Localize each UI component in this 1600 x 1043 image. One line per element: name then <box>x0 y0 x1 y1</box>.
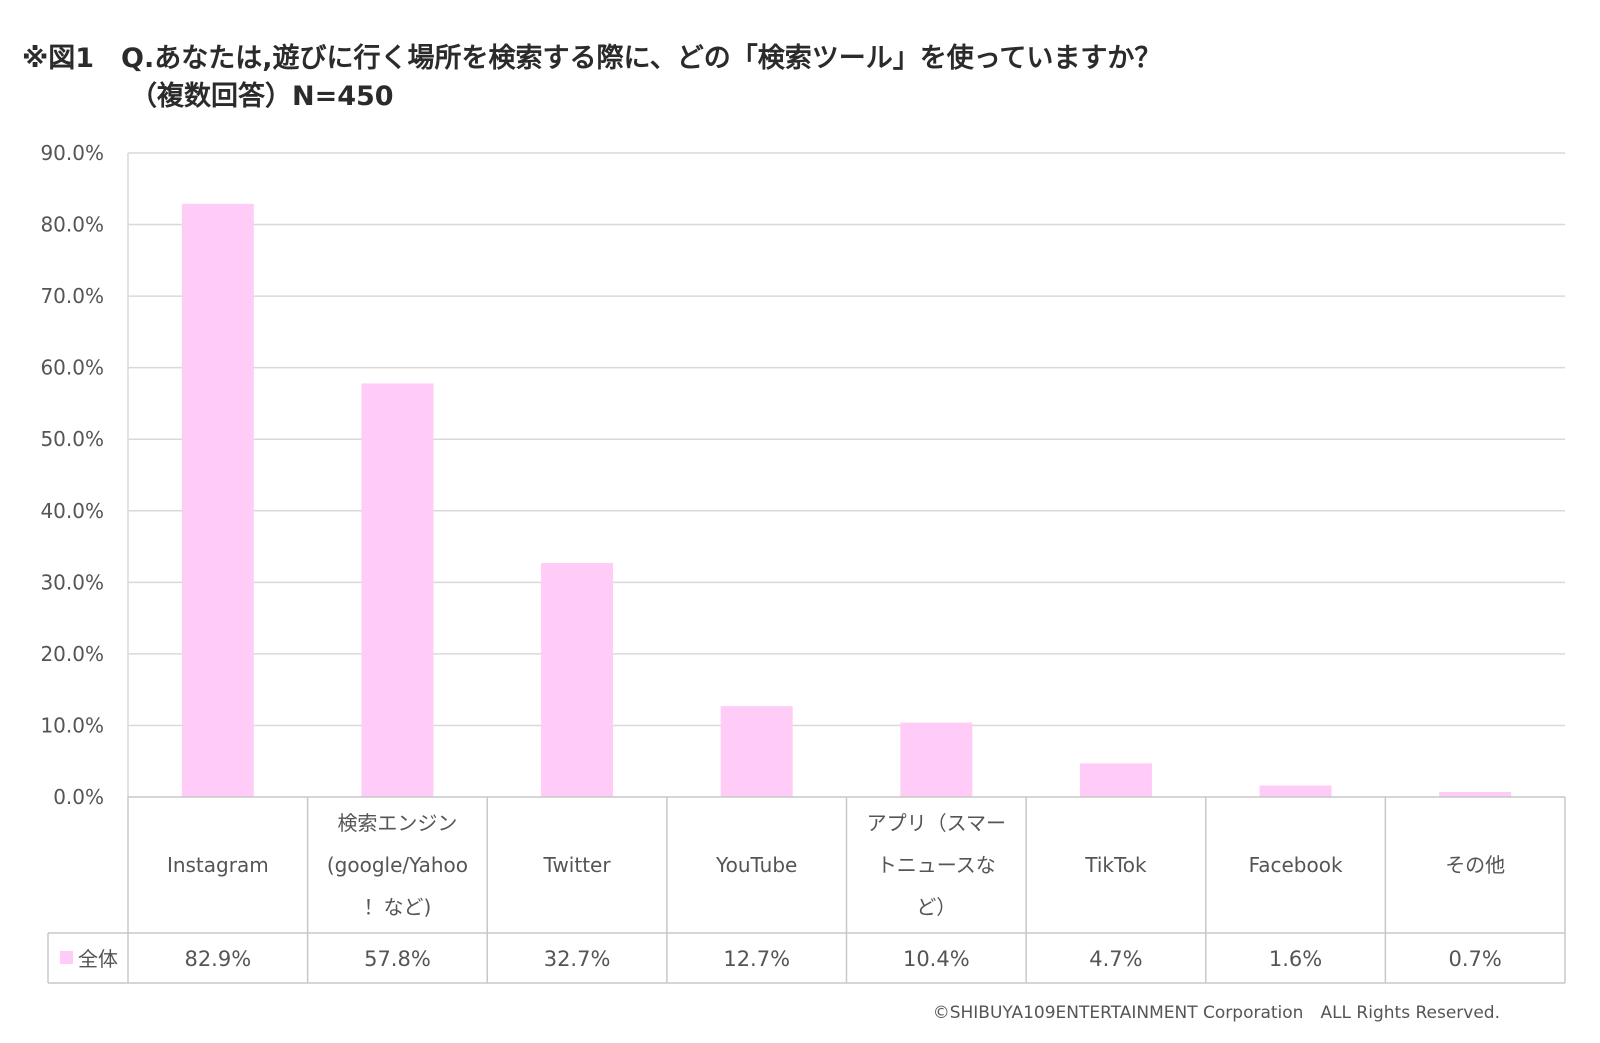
category-label: Facebook <box>1249 853 1343 877</box>
category-label: Twitter <box>543 853 612 877</box>
bar <box>900 722 973 797</box>
chart-title-line2: （複数回答）N=450 <box>130 81 394 112</box>
bar <box>181 203 254 797</box>
y-tick-label: 60.0% <box>40 356 104 380</box>
category-label: ど） <box>916 895 956 919</box>
bar <box>1439 791 1512 797</box>
category-label: YouTube <box>715 853 797 877</box>
category-label: (google/Yahoo <box>327 853 468 877</box>
bar <box>1259 785 1332 797</box>
bar <box>361 383 434 797</box>
y-tick-label: 40.0% <box>40 499 104 523</box>
category-label: その他 <box>1445 853 1505 877</box>
data-value-label: 4.7% <box>1089 947 1142 971</box>
category-label: TikTok <box>1084 853 1147 877</box>
data-value-label: 82.9% <box>184 947 251 971</box>
y-tick-label: 70.0% <box>40 284 104 308</box>
data-value-label: 10.4% <box>903 947 970 971</box>
y-tick-label: 90.0% <box>40 141 104 165</box>
bar <box>720 706 793 797</box>
y-tick-label: 80.0% <box>40 213 104 237</box>
data-value-label: 12.7% <box>723 947 790 971</box>
y-tick-label: 0.0% <box>53 785 104 809</box>
category-label: アプリ（スマー <box>867 811 1006 835</box>
data-value-label: 0.7% <box>1449 947 1502 971</box>
y-tick-label: 20.0% <box>40 642 104 666</box>
bar <box>541 563 614 797</box>
y-tick-label: 10.0% <box>40 713 104 737</box>
category-label: トニュースな <box>877 853 996 877</box>
category-label: 検索エンジン <box>337 811 457 835</box>
data-value-label: 57.8% <box>364 947 431 971</box>
chart-title-line1: ※図1 Q.あなたは,遊びに行く場所を検索する際に、どの「検索ツール」を使ってい… <box>22 43 1162 74</box>
category-label: ！など) <box>364 895 432 919</box>
y-tick-label: 50.0% <box>40 427 104 451</box>
bar <box>1079 763 1152 797</box>
data-value-label: 1.6% <box>1269 947 1322 971</box>
y-tick-label: 30.0% <box>40 570 104 594</box>
chart-title: ※図1 Q.あなたは,遊びに行く場所を検索する際に、どの「検索ツール」を使ってい… <box>22 40 1161 116</box>
legend-swatch <box>60 951 73 964</box>
copyright-footer: ©SHIBUYA109ENTERTAINMENT Corporation ALL… <box>932 1003 1500 1023</box>
data-value-label: 32.7% <box>544 947 611 971</box>
category-label: Instagram <box>167 853 269 877</box>
legend-label: 全体 <box>78 947 118 971</box>
